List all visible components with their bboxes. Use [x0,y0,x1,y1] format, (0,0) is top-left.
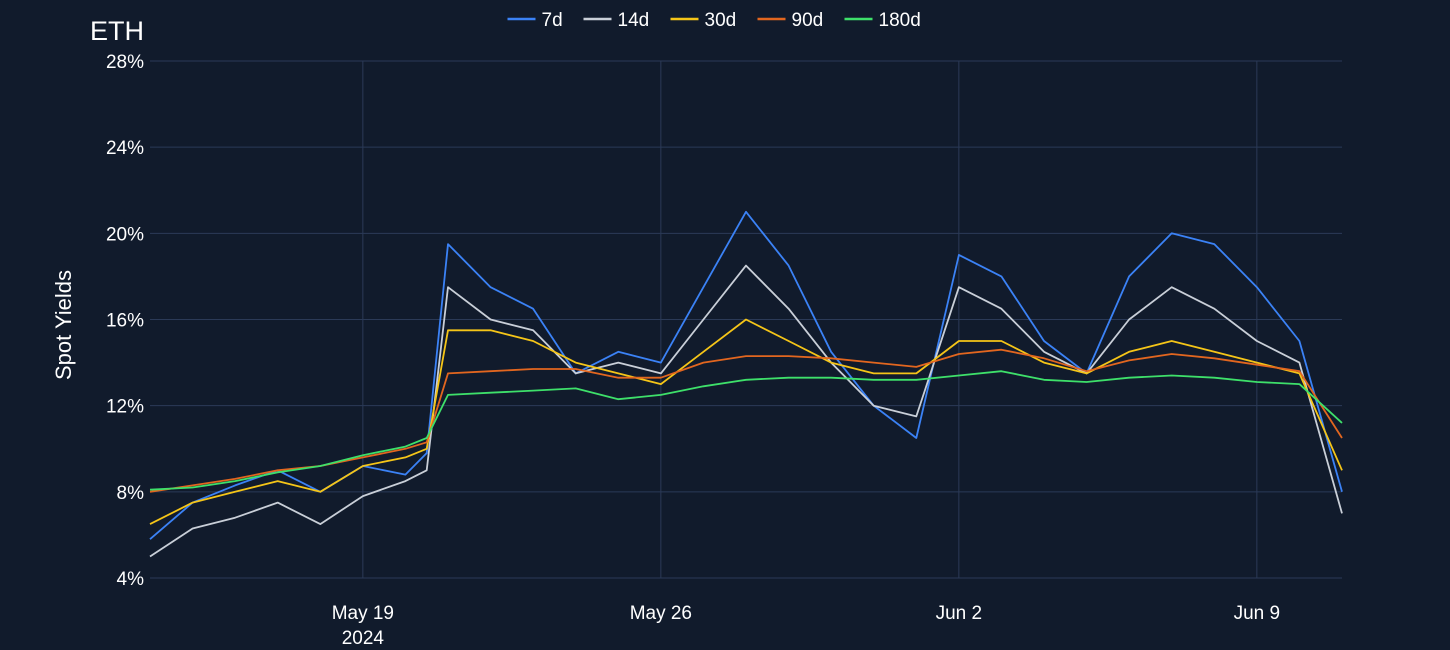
legend-label: 90d [792,10,824,31]
series-layer [149,210,1343,558]
x-tick-label: May 19 [332,603,394,624]
series-line-14d [149,264,1343,558]
x-tick-year-label: 2024 [342,628,385,649]
series-line-90d [149,348,1343,493]
y-tick-label: 12% [106,397,144,418]
legend-label: 180d [879,10,921,31]
y-axis-label: Spot Yields [51,270,76,380]
y-tick-label: 28% [106,52,144,73]
legend-label: 7d [542,10,563,31]
x-tick-label: Jun 9 [1234,603,1280,624]
x-tick-label: May 26 [630,603,692,624]
y-tick-label: 20% [106,224,144,245]
chart-title: ETH [90,16,144,46]
legend-item-7d[interactable]: 7d [507,10,563,31]
y-tick-label: 16% [106,311,144,332]
x-tick-label: Jun 2 [936,603,982,624]
grid-layer [150,60,1342,579]
legend-item-90d[interactable]: 90d [757,10,824,31]
legend-item-180d[interactable]: 180d [844,10,921,31]
legend-item-30d[interactable]: 30d [670,10,737,31]
y-tick-label: 4% [117,569,145,590]
legend-label: 14d [618,10,650,31]
series-line-30d [149,318,1343,525]
legend-label: 30d [705,10,737,31]
legend-item-14d[interactable]: 14d [583,10,650,31]
axis-layer: 4% 8% 12% 16% 20% 24% 28% May 19 2024 May 26 Jun 2… [106,52,1280,649]
series-line-180d [149,370,1343,491]
y-tick-label: 8% [117,483,145,504]
legend-layer[interactable]: 7d 14d 30d 90d 180d [507,10,921,31]
y-tick-label: 24% [106,138,144,159]
